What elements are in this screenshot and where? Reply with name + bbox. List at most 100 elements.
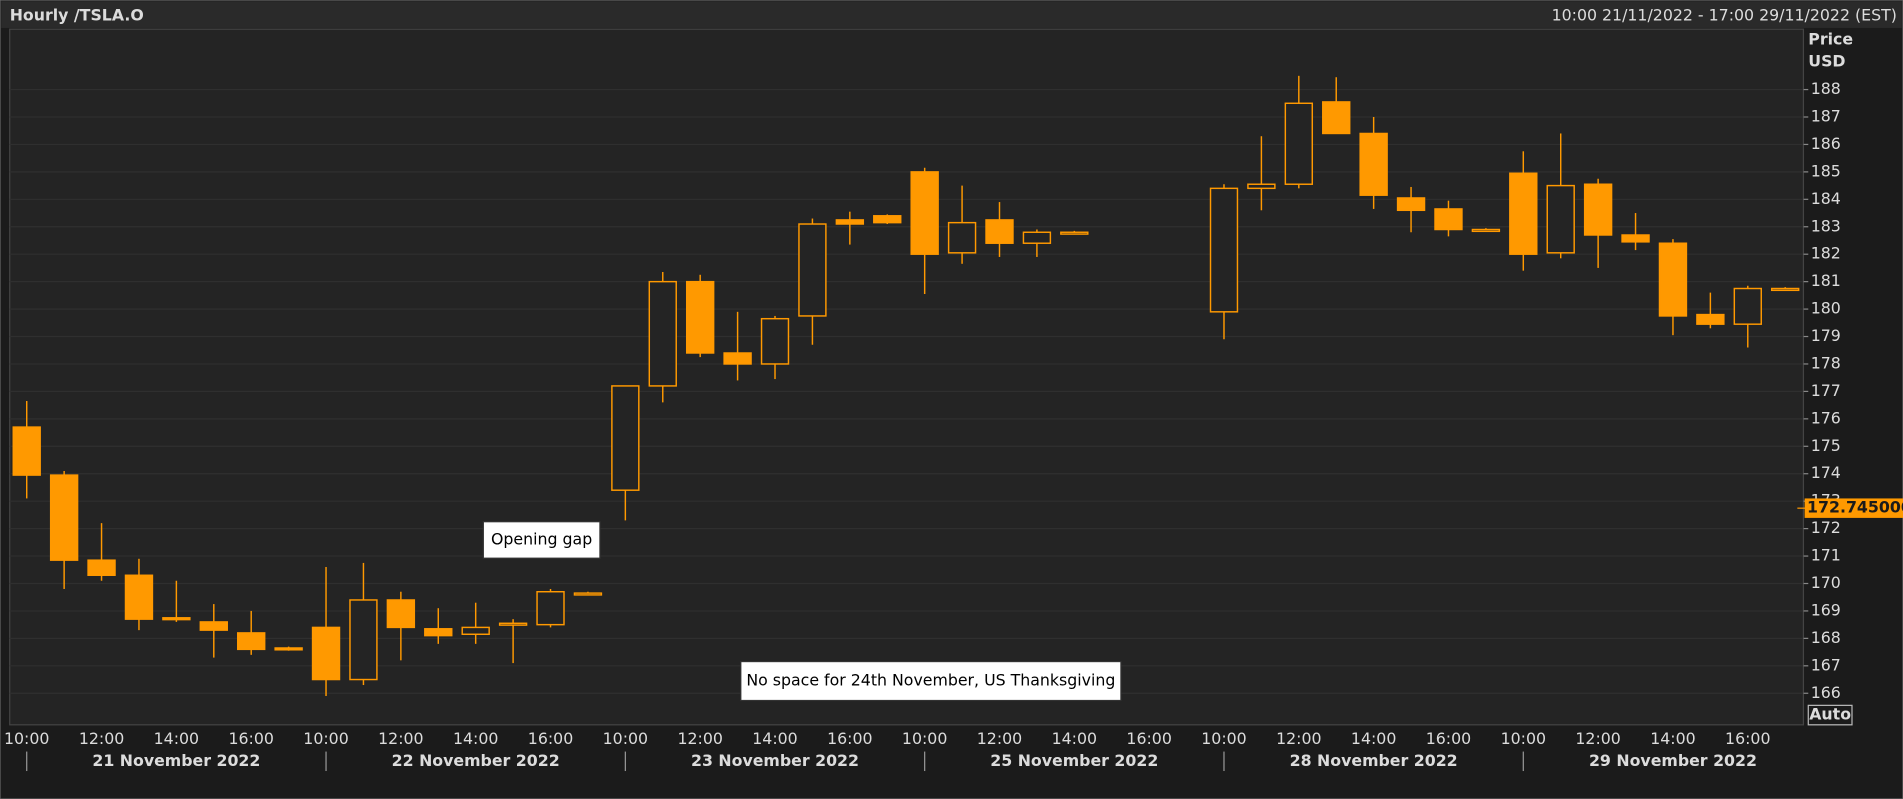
candle-body <box>1658 242 1688 317</box>
x-tick-label: 12:00 <box>677 729 722 748</box>
day-label: 23 November 2022 <box>691 751 859 770</box>
y-axis-unit: USD <box>1808 52 1845 71</box>
x-tick-label: 12:00 <box>79 729 124 748</box>
candle-body <box>1509 172 1538 255</box>
x-tick-label: 16:00 <box>528 729 573 748</box>
y-tick-label: 175 <box>1811 436 1841 455</box>
candle-body <box>1209 187 1239 313</box>
candle-body <box>274 647 303 651</box>
candle-body <box>611 385 640 491</box>
day-label: 28 November 2022 <box>1290 751 1458 770</box>
x-tick-label: 12:00 <box>1276 729 1321 748</box>
annotation-box <box>740 660 1122 702</box>
x-tick-label: 16:00 <box>1725 729 1770 748</box>
x-tick-label: 14:00 <box>752 729 797 748</box>
y-tick-label: 171 <box>1811 546 1841 565</box>
candle-body <box>760 317 790 365</box>
candle-body <box>573 592 603 596</box>
x-tick-label: 10:00 <box>902 729 947 748</box>
y-tick-label: 188 <box>1811 79 1841 98</box>
last-price-box <box>1804 498 1903 518</box>
candle-body <box>1284 102 1314 185</box>
candle-body <box>685 280 715 354</box>
annotation-text: Opening gap <box>491 529 592 548</box>
candle-body <box>1621 234 1650 243</box>
candle-body <box>1022 231 1052 244</box>
y-tick-label: 177 <box>1811 381 1841 400</box>
x-tick-label: 14:00 <box>453 729 498 748</box>
last-price-label: 172.745000 <box>1807 498 1903 517</box>
candle-body <box>985 219 1014 244</box>
x-tick-label: 12:00 <box>977 729 1022 748</box>
x-tick-label: 10:00 <box>603 729 648 748</box>
candle-body <box>1060 231 1089 235</box>
candle-body <box>1471 228 1501 233</box>
candle-body <box>835 219 865 225</box>
y-tick-label: 170 <box>1811 573 1841 592</box>
x-tick-label: 10:00 <box>1501 729 1546 748</box>
x-tick-label: 14:00 <box>1052 729 1097 748</box>
y-tick-label: 172 <box>1811 518 1841 537</box>
candle-body <box>199 621 228 631</box>
y-tick-label: 184 <box>1811 189 1841 208</box>
header-bar <box>1 1 1902 28</box>
candle-body <box>536 590 565 626</box>
y-tick-label: 174 <box>1811 463 1841 482</box>
y-tick-label: 176 <box>1811 408 1841 427</box>
candle-body <box>461 626 490 635</box>
y-tick-label: 182 <box>1811 244 1841 263</box>
x-tick-label: 12:00 <box>378 729 423 748</box>
candle-body <box>237 632 266 651</box>
candle-body <box>648 280 677 387</box>
y-tick-label: 179 <box>1811 326 1841 345</box>
x-tick-label: 14:00 <box>1351 729 1396 748</box>
candle-body <box>910 171 939 255</box>
candle-body <box>1396 197 1426 212</box>
candle-body <box>1434 208 1463 231</box>
day-label: 29 November 2022 <box>1589 751 1757 770</box>
x-tick-label: 16:00 <box>827 729 872 748</box>
candle-body <box>798 223 827 317</box>
day-label: 21 November 2022 <box>92 751 260 770</box>
candle-body <box>947 221 977 254</box>
y-tick-label: 185 <box>1811 161 1841 180</box>
candle-body <box>1771 287 1800 292</box>
candle-body <box>424 628 453 637</box>
date-range: 10:00 21/11/2022 - 17:00 29/11/2022 (EST… <box>1552 5 1897 24</box>
candle-body <box>87 559 116 576</box>
candle-body <box>311 626 341 681</box>
candle-body <box>1583 183 1613 236</box>
candle-body <box>162 617 191 621</box>
candle-body <box>49 474 79 561</box>
candle-body <box>349 599 378 681</box>
x-tick-label: 16:00 <box>1426 729 1471 748</box>
y-tick-label: 183 <box>1811 216 1841 235</box>
candle-body <box>1733 287 1762 325</box>
y-tick-label: 186 <box>1811 134 1841 153</box>
x-tick-label: 10:00 <box>1201 729 1246 748</box>
auto-scale-button[interactable] <box>1807 704 1853 726</box>
y-tick-label: 168 <box>1811 628 1841 647</box>
x-tick-label: 16:00 <box>228 729 273 748</box>
y-tick-label: 187 <box>1811 106 1841 125</box>
x-tick-label: 16:00 <box>1126 729 1171 748</box>
candle-body <box>1696 313 1725 325</box>
x-tick-label: 14:00 <box>1650 729 1695 748</box>
candle-body <box>1322 101 1351 135</box>
candle-body <box>124 574 154 620</box>
x-tick-label: 10:00 <box>4 729 49 748</box>
candle-body <box>1247 183 1276 190</box>
y-tick-label: 181 <box>1811 271 1841 290</box>
x-tick-label: 14:00 <box>154 729 199 748</box>
y-axis-label: Price <box>1808 30 1853 49</box>
x-tick-label: 12:00 <box>1575 729 1620 748</box>
candle-body <box>1359 132 1388 196</box>
candle-body <box>498 622 528 626</box>
candle-body <box>873 215 902 224</box>
day-label: 25 November 2022 <box>990 751 1158 770</box>
annotation-text: No space for 24th November, US Thanksgiv… <box>746 671 1115 690</box>
candle-body <box>12 426 41 476</box>
day-label: 22 November 2022 <box>392 751 560 770</box>
auto-scale-label[interactable]: Auto <box>1809 705 1851 724</box>
